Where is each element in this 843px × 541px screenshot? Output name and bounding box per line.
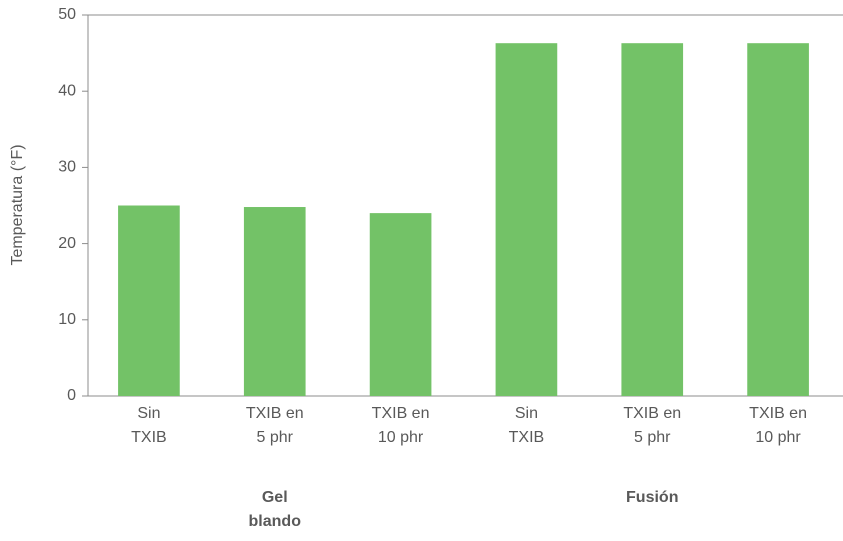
x-tick-label: 10 phr (755, 429, 801, 446)
x-tick-label: TXIB en (623, 405, 681, 422)
bar (495, 43, 558, 396)
y-tick-label: 10 (58, 311, 76, 328)
bar (118, 205, 180, 396)
bar (747, 43, 809, 396)
x-tick-label: TXIB en (749, 405, 807, 422)
bar (369, 213, 432, 396)
y-tick-label: 0 (67, 387, 76, 404)
bar (243, 207, 306, 396)
x-tick-label: TXIB (509, 429, 545, 446)
x-tick-label: Sin (515, 405, 538, 422)
x-tick-label: TXIB en (246, 405, 304, 422)
x-tick-label: TXIB (131, 429, 167, 446)
y-tick-label: 40 (58, 82, 76, 99)
x-tick-label: TXIB en (372, 405, 430, 422)
x-tick-label: 5 phr (257, 429, 294, 446)
bar (621, 43, 684, 396)
x-tick-label: 5 phr (634, 429, 671, 446)
y-axis-label: Temperatura (°F) (9, 144, 26, 265)
y-tick-label: 30 (58, 159, 76, 176)
y-tick-label: 20 (58, 235, 76, 252)
x-tick-label: 10 phr (378, 429, 424, 446)
group-label: Fusión (626, 489, 678, 506)
group-label: blando (249, 513, 302, 530)
group-label: Gel (262, 489, 288, 506)
x-tick-label: Sin (137, 405, 160, 422)
y-tick-label: 50 (58, 6, 76, 23)
